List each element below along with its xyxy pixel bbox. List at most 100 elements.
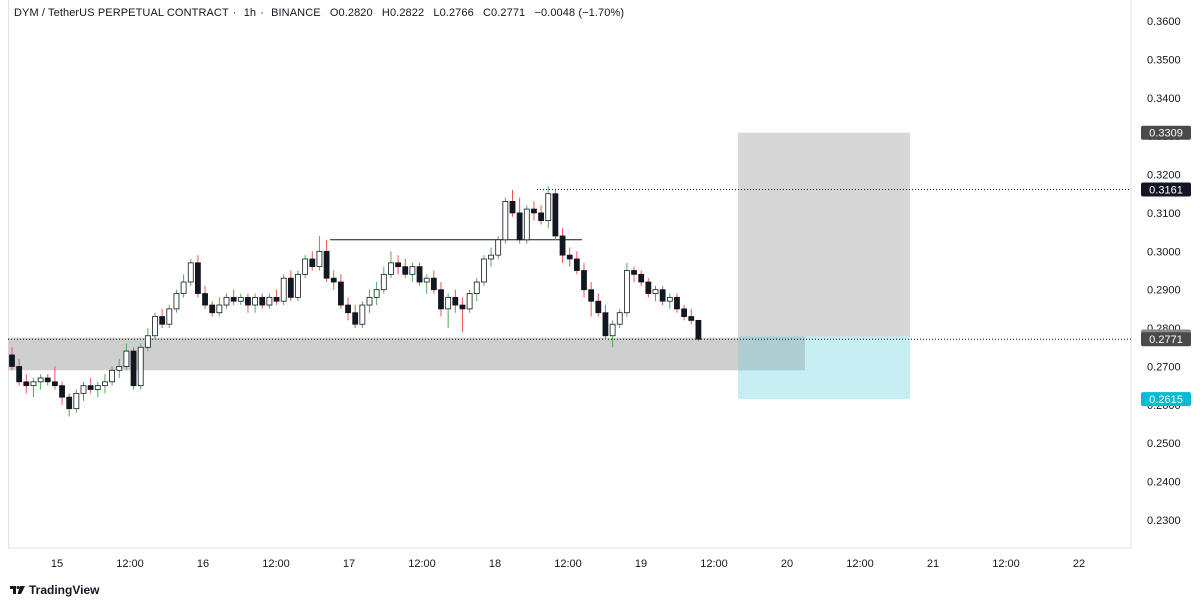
candle-body bbox=[187, 262, 194, 283]
candle-body bbox=[16, 366, 23, 383]
price-tick-label: 0.2300 bbox=[1147, 515, 1181, 527]
interval-label[interactable]: 1h bbox=[243, 7, 257, 19]
candle-body bbox=[237, 296, 244, 302]
candle-body bbox=[123, 350, 130, 367]
candle-body bbox=[409, 266, 416, 275]
price-tick-label: 0.2400 bbox=[1147, 477, 1181, 489]
candle-body bbox=[666, 296, 673, 302]
open-value: 0.2820 bbox=[338, 7, 373, 19]
candle bbox=[373, 282, 380, 306]
candle-body bbox=[366, 296, 373, 306]
brand-name: TradingView bbox=[29, 583, 100, 597]
candles-group bbox=[9, 186, 702, 417]
position-target-box[interactable] bbox=[738, 132, 910, 337]
candle-body bbox=[280, 277, 287, 302]
candle bbox=[273, 289, 280, 306]
candle bbox=[180, 274, 187, 298]
candle-body bbox=[566, 254, 573, 260]
close-value: 0.2771 bbox=[491, 7, 526, 19]
candle bbox=[538, 205, 544, 225]
candle-body bbox=[216, 304, 223, 314]
price-tag-bg bbox=[1141, 332, 1191, 347]
candle-body bbox=[44, 377, 51, 383]
tradingview-logo-icon bbox=[10, 586, 25, 594]
candle-body bbox=[116, 366, 123, 371]
candle bbox=[652, 285, 659, 302]
candle-body bbox=[109, 369, 115, 383]
candle bbox=[209, 301, 216, 317]
candle bbox=[495, 235, 502, 259]
candle bbox=[409, 262, 416, 283]
time-tick-label: 18 bbox=[489, 558, 501, 570]
price-tick-label: 0.3000 bbox=[1147, 246, 1181, 258]
symbol-title[interactable]: DYM / TetherUS PERPETUAL CONTRACT bbox=[14, 7, 229, 19]
candle-body bbox=[52, 381, 58, 387]
candle-body bbox=[180, 281, 187, 294]
candle bbox=[166, 305, 173, 329]
candle bbox=[681, 305, 687, 321]
price-tick-label: 0.2500 bbox=[1147, 438, 1181, 450]
candle bbox=[438, 282, 444, 317]
candle-body bbox=[495, 239, 502, 256]
candle-body bbox=[473, 281, 480, 294]
candle bbox=[152, 312, 158, 340]
candle bbox=[588, 282, 595, 317]
candle-body bbox=[295, 273, 301, 298]
candle bbox=[44, 374, 51, 386]
candle bbox=[509, 189, 516, 217]
price-axis[interactable]: 0.36000.35000.34000.33000.32000.31000.30… bbox=[1147, 16, 1181, 527]
time-axis[interactable]: 15 12:00 16 12:00 17 12:00 18 12:00 19 12:00 20 12:… bbox=[51, 558, 1085, 570]
candle-body bbox=[445, 296, 452, 310]
candle-body bbox=[602, 312, 609, 337]
candle-body bbox=[223, 296, 230, 306]
candle-body bbox=[273, 296, 280, 302]
candle-body bbox=[402, 266, 409, 275]
candle bbox=[323, 239, 330, 283]
candle bbox=[287, 270, 294, 302]
candle bbox=[80, 381, 87, 402]
candle-body bbox=[23, 381, 30, 387]
candle-body bbox=[166, 308, 173, 325]
candle-body bbox=[66, 396, 73, 410]
candle bbox=[230, 289, 237, 306]
candle bbox=[237, 293, 244, 306]
candle bbox=[552, 189, 559, 240]
time-tick-label: 12:00 bbox=[846, 558, 874, 570]
time-tick-label: 12:00 bbox=[992, 558, 1020, 570]
candle-body bbox=[73, 392, 80, 410]
candle bbox=[638, 270, 645, 286]
time-tick-label: 19 bbox=[635, 558, 647, 570]
candle bbox=[116, 358, 123, 378]
candle bbox=[616, 308, 623, 329]
candle bbox=[452, 289, 459, 313]
candle bbox=[388, 251, 394, 279]
candle bbox=[559, 228, 566, 263]
candle bbox=[395, 255, 402, 275]
candle bbox=[295, 270, 301, 302]
price-tick-label: 0.3600 bbox=[1147, 16, 1181, 28]
position-overlap-box bbox=[738, 336, 805, 371]
candle-body bbox=[209, 304, 216, 314]
candle bbox=[624, 262, 630, 317]
candle-body bbox=[159, 316, 166, 325]
candle-body bbox=[287, 277, 294, 298]
candle-body bbox=[94, 385, 101, 390]
candle-body bbox=[302, 258, 309, 275]
candle-body bbox=[59, 385, 65, 398]
candle-body bbox=[37, 377, 44, 383]
symbol-header: DYM / TetherUS PERPETUAL CONTRACT · 1h · B… bbox=[14, 7, 625, 19]
candle bbox=[631, 266, 637, 283]
candle-body bbox=[523, 208, 530, 241]
high-value: 0.2822 bbox=[389, 7, 425, 19]
candle bbox=[52, 366, 58, 390]
candle bbox=[187, 258, 194, 286]
candle bbox=[416, 262, 423, 286]
tradingview-brand[interactable]: TradingView bbox=[10, 583, 99, 597]
price-tag: 0.3161 bbox=[1141, 182, 1191, 197]
candle bbox=[545, 186, 552, 229]
candle-body bbox=[323, 250, 330, 279]
candle bbox=[337, 274, 344, 309]
change-value: −0.0048 (−1.70%) bbox=[534, 7, 625, 19]
